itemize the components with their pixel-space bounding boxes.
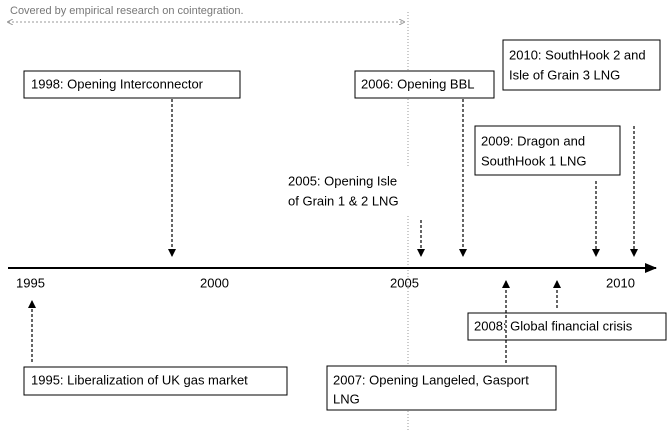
event-label: Isle of Grain 3 LNG — [509, 67, 620, 82]
event-box — [467, 312, 667, 341]
axis-label: 2005 — [390, 275, 419, 290]
coverage-note: Covered by empirical research on cointeg… — [10, 5, 244, 17]
event-label: 2009: Dragon and — [481, 133, 585, 148]
event-box — [283, 168, 417, 214]
event-label: 2006: Opening BBL — [361, 76, 474, 91]
event-box — [502, 39, 661, 91]
event-label: of Grain 1 & 2 LNG — [288, 193, 399, 208]
event-label: 2005: Opening Isle — [288, 173, 397, 188]
event-box — [23, 70, 241, 99]
event-label: 2010: SouthHook 2 and — [509, 47, 646, 62]
axis-label: 2010 — [606, 275, 635, 290]
event-label: 2008: Global financial crisis — [474, 318, 633, 333]
event-label: SouthHook 1 LNG — [481, 153, 587, 168]
event-box — [326, 365, 557, 411]
event-label: LNG — [333, 391, 360, 406]
axis-label: 2000 — [200, 275, 229, 290]
event-box — [23, 366, 288, 396]
event-label: 1995: Liberalization of UK gas market — [31, 372, 248, 387]
event-box — [354, 70, 495, 99]
axis-label: 1995 — [16, 275, 45, 290]
event-label: 1998: Opening Interconnector — [31, 76, 204, 91]
event-label: 2007: Opening Langeled, Gasport — [333, 372, 529, 387]
event-box — [474, 125, 621, 176]
